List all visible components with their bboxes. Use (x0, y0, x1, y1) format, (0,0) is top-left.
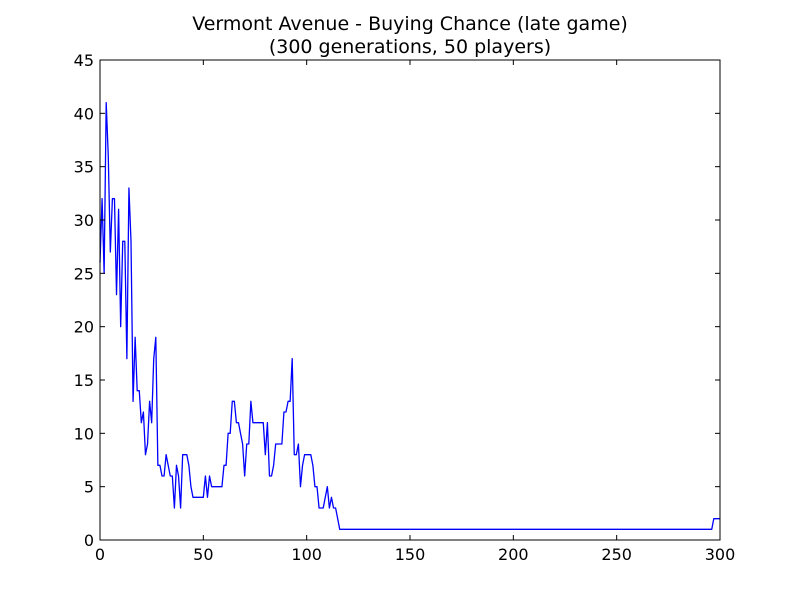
plot-frame (99, 59, 721, 541)
y-tick-label: 20 (74, 318, 94, 337)
y-tick-label: 35 (74, 158, 94, 177)
y-tick-label: 25 (74, 264, 94, 283)
chart-title: Vermont Avenue - Buying Chance (late gam… (192, 13, 628, 35)
x-tick-label: 200 (498, 545, 529, 564)
y-tick-label: 15 (74, 371, 94, 390)
x-tick-label: 0 (95, 545, 105, 564)
y-tick-label: 30 (74, 211, 94, 230)
x-tick-label: 300 (705, 545, 736, 564)
x-tick-label: 150 (395, 545, 426, 564)
y-tick-label: 40 (74, 104, 94, 123)
axis-ticks: 0 50 100 150 200 250 300 0 5 10 15 20 25 30 35 40 45 (74, 51, 736, 564)
series-line-0 (99, 102, 720, 530)
y-tick-label: 10 (74, 424, 94, 443)
y-tick-label: 45 (74, 51, 94, 70)
x-tick-label: 250 (601, 545, 632, 564)
y-tick-label: 0 (84, 531, 94, 550)
x-tick-label: 50 (193, 545, 213, 564)
x-tick-label: 100 (291, 545, 322, 564)
chart-subtitle: (300 generations, 50 players) (269, 36, 551, 58)
series-layer (99, 102, 720, 530)
y-tick-label: 5 (84, 478, 94, 497)
